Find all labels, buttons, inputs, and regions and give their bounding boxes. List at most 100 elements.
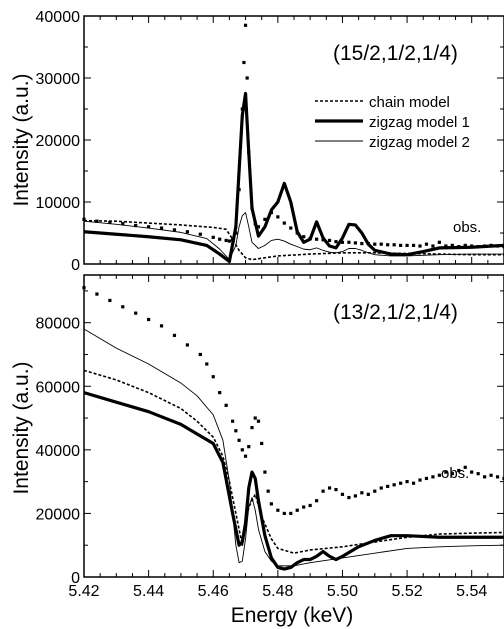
top-obs-point: [302, 235, 306, 239]
top-obs-point: [450, 243, 454, 247]
top-obs-point: [379, 242, 383, 246]
bottom-series-layer: [82, 286, 504, 571]
bottom-obs-point: [82, 286, 86, 290]
top-y-tick-label: 20000: [36, 133, 81, 150]
top-obs-point: [353, 241, 357, 245]
top-obs-point: [373, 242, 377, 246]
bottom-obs-point: [315, 499, 319, 503]
bottom-obs-point: [450, 472, 454, 476]
bottom-obs-point: [205, 362, 209, 366]
bottom-y-ticks: 0 20000 40000 60000 80000: [36, 290, 504, 587]
top-obs-point: [185, 230, 189, 234]
bottom-obs-point: [353, 494, 357, 498]
bottom-obs-point: [134, 311, 138, 315]
bottom-obs-point: [108, 298, 112, 303]
top-obs-point: [211, 235, 215, 239]
top-obs-point: [224, 238, 228, 243]
bottom-obs-point: [392, 483, 396, 487]
bottom-obs-point: [256, 419, 261, 423]
bottom-obs-point: [172, 333, 177, 337]
bottom-obs-point: [444, 470, 448, 474]
top-obs-point: [405, 243, 409, 247]
top-line-zigzag-model-2: [83, 212, 504, 261]
bottom-obs-point: [224, 403, 228, 407]
top-obs-point: [282, 221, 286, 225]
top-obs-point: [327, 238, 332, 243]
top-series-layer: [82, 23, 504, 264]
bottom-obs-point: [243, 454, 248, 458]
bottom-obs-point: [399, 481, 403, 485]
bottom-obs-point: [495, 475, 500, 479]
bottom-obs-point: [295, 508, 299, 512]
bottom-obs-point: [260, 441, 264, 446]
top-obs-point: [243, 23, 248, 27]
bottom-y-tick-label: 20000: [36, 506, 81, 523]
bottom-panel-label: (13/2,1/2,1/4): [333, 301, 458, 324]
bottom-obs-point: [266, 489, 270, 493]
top-obs-point: [159, 226, 164, 230]
bottom-y-tick-label: 60000: [36, 379, 81, 396]
bottom-obs-point: [289, 511, 293, 516]
top-panel-label: (15/2,1/2,1/4): [333, 42, 458, 65]
bottom-obs-point: [321, 489, 325, 493]
top-line-chain-model: [83, 219, 504, 261]
bottom-obs-point: [269, 502, 273, 506]
top-obs-point: [386, 243, 390, 247]
top-y-tick-label: 30000: [36, 71, 81, 88]
top-obs-point: [289, 226, 293, 230]
top-y-ticks: 0 10000 20000 30000 40000: [36, 9, 504, 274]
top-obs-point: [82, 217, 86, 221]
bottom-obs-point: [437, 473, 441, 477]
top-obs-point: [315, 237, 319, 241]
top-obs-point: [431, 244, 435, 248]
bottom-obs-point: [366, 492, 370, 496]
bottom-obs-point: [340, 492, 345, 496]
bottom-obs-point: [282, 511, 286, 516]
bottom-obs-point: [147, 317, 151, 322]
bottom-obs-point: [121, 305, 125, 309]
bottom-obs-point: [185, 343, 189, 347]
bottom-obs-point: [234, 429, 238, 433]
bottom-obs-point: [347, 495, 351, 500]
bottom-obs-point: [308, 503, 312, 508]
top-obs-point: [392, 243, 396, 247]
bottom-obs-point: [360, 491, 364, 495]
bottom-x-tick-label: 5.48: [262, 583, 293, 600]
top-obs-point: [340, 240, 345, 244]
top-obs-point: [218, 237, 222, 241]
top-obs-point: [263, 217, 267, 221]
top-x-ticks: [83, 16, 504, 264]
top-obs-point: [256, 225, 261, 229]
bottom-x-tick-label: 5.44: [133, 583, 164, 600]
legend-label-chain-model: chain model: [369, 94, 450, 111]
bottom-y-tick-label: 80000: [36, 316, 81, 333]
legend-label-zigzag-model-2: zigzag model 2: [369, 134, 470, 151]
top-obs-point: [134, 223, 138, 228]
bottom-y-tick-label: 40000: [36, 443, 81, 460]
top-obs-point: [245, 76, 249, 80]
bottom-obs-point: [198, 352, 202, 357]
bottom-obs-point: [263, 470, 267, 474]
top-obs-point: [276, 215, 280, 219]
bottom-series-obs: [82, 286, 504, 516]
top-obs-point: [227, 239, 231, 243]
top-obs-point: [347, 240, 351, 244]
bottom-panel: 5.42 5.44 5.46 5.48 5.50 5.52 5.54 0 20000 40000…: [10, 274, 504, 627]
bottom-x-tick-label: 5.54: [456, 583, 487, 600]
top-y-tick-label: 0: [71, 257, 80, 274]
bottom-obs-point: [476, 472, 480, 476]
bottom-obs-point: [483, 475, 487, 479]
top-panel: 0 10000 20000 30000 40000 (15/2,1/2,1/4) cha…: [10, 9, 504, 274]
top-obs-point: [172, 228, 177, 232]
top-obs-point: [198, 232, 202, 236]
bottom-obs-point: [95, 292, 99, 296]
top-obs-point: [399, 243, 403, 247]
bottom-obs-point: [276, 508, 280, 512]
bottom-obs-point: [247, 445, 251, 449]
bottom-x-tick-label: 5.46: [198, 583, 229, 600]
top-obs-point: [424, 242, 429, 246]
bottom-obs-point: [253, 416, 257, 420]
bottom-obs-point: [411, 481, 416, 485]
top-obs-point: [360, 241, 364, 246]
bottom-obs-point: [237, 438, 241, 442]
